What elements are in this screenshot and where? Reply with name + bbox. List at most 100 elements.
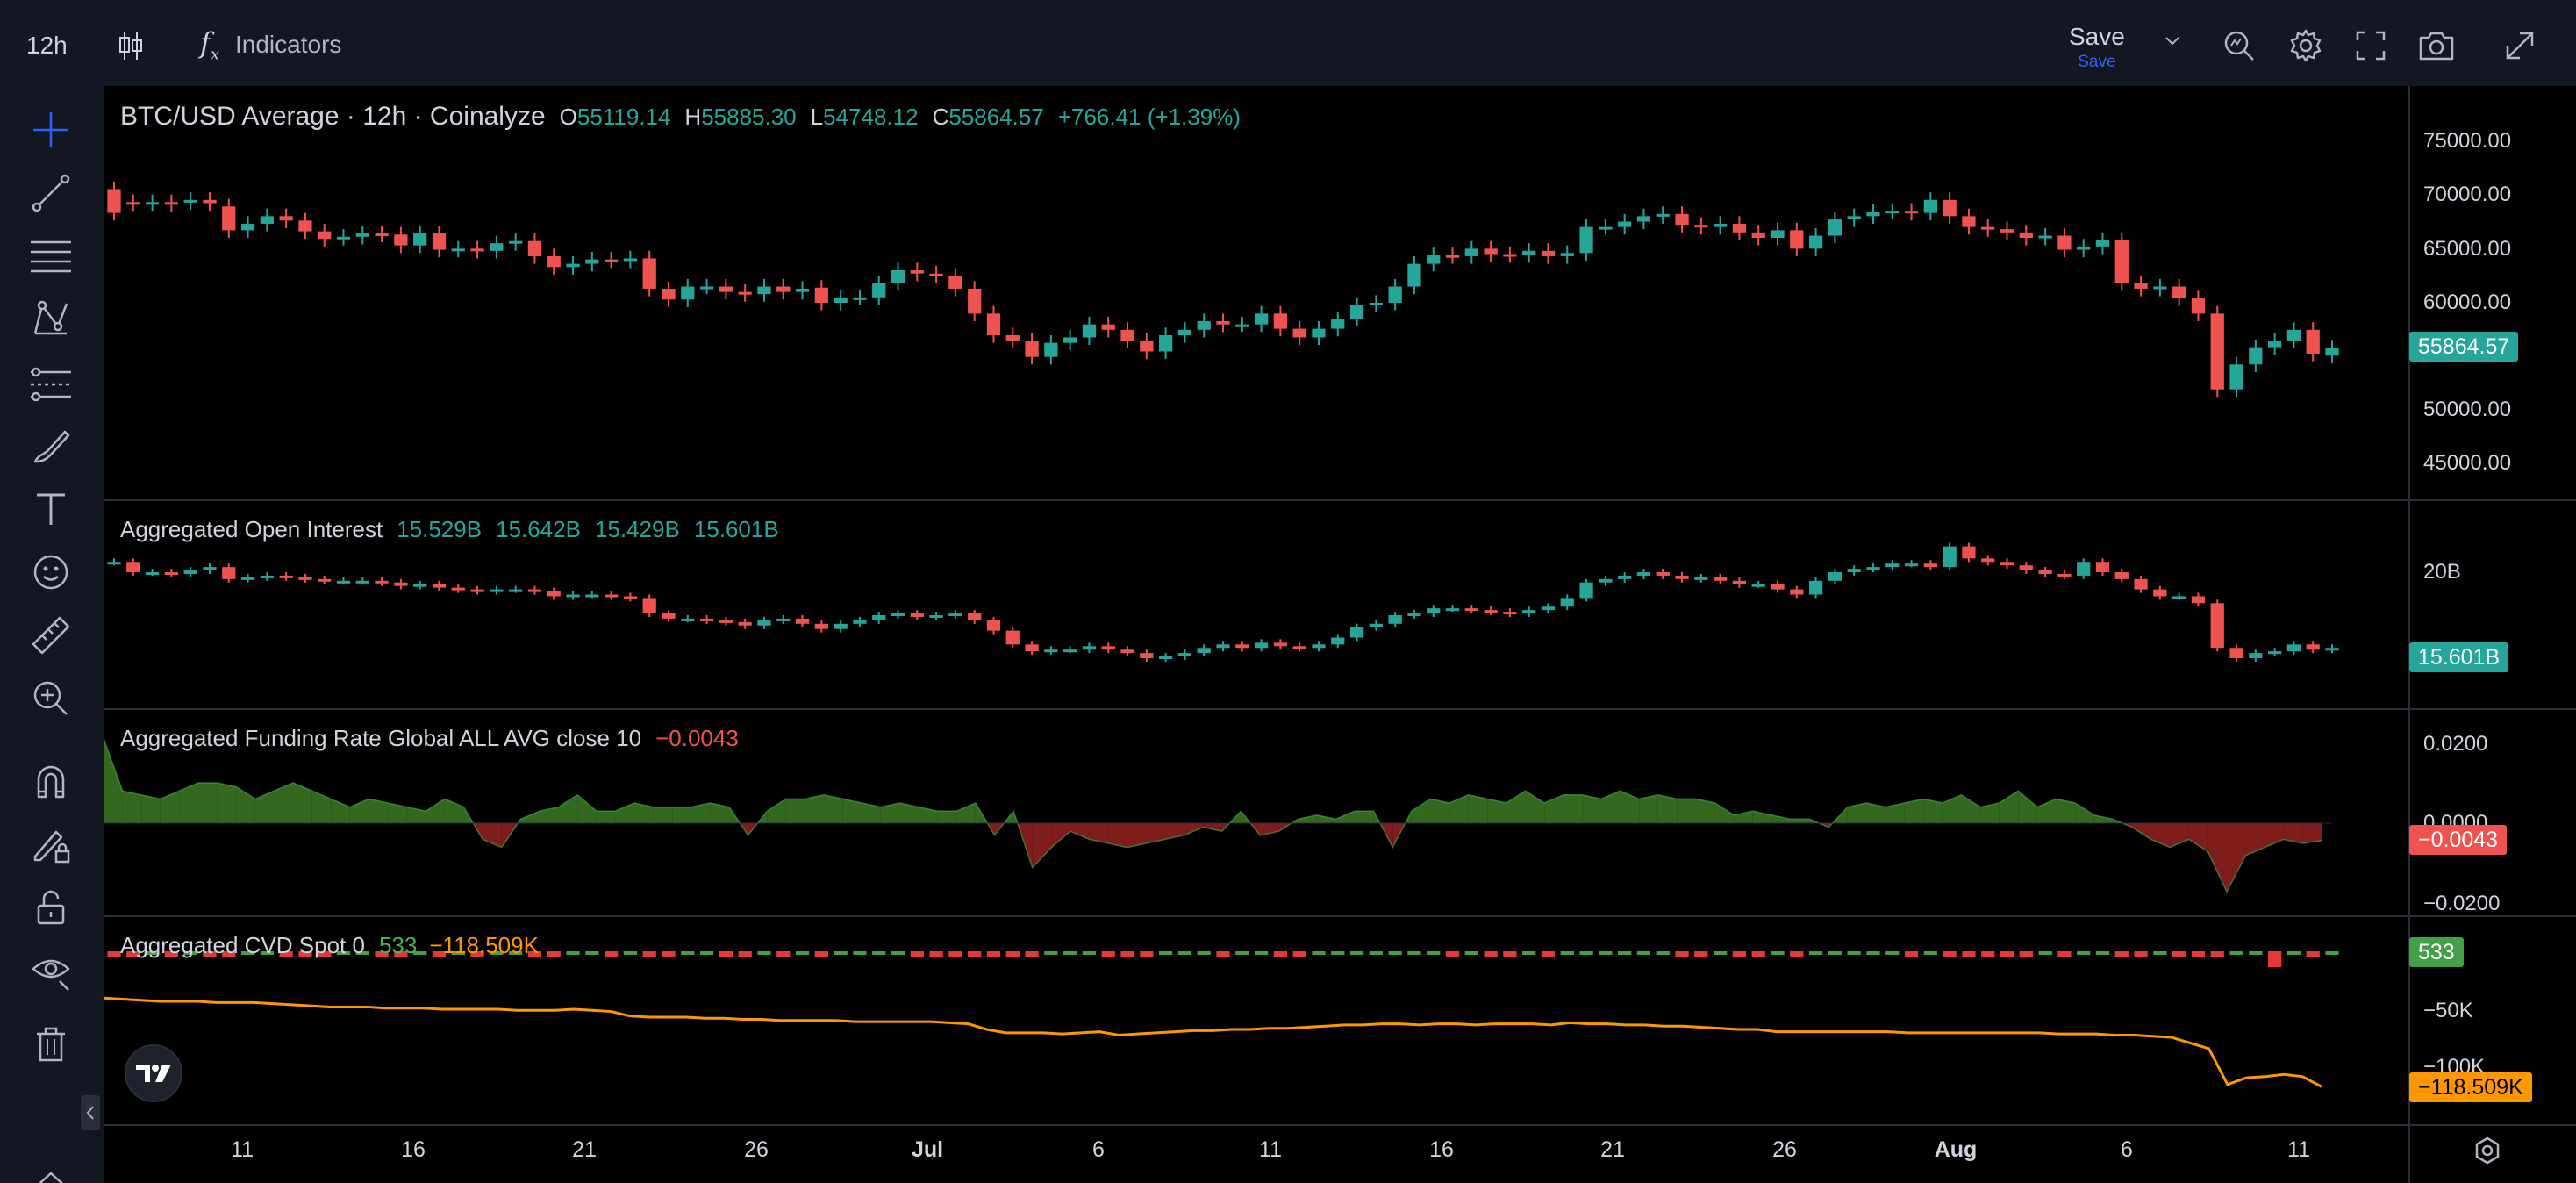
cvd-histogram-bar: [318, 951, 332, 957]
oi-candle-body: [699, 618, 714, 621]
settings-gear-icon[interactable]: [2288, 28, 2323, 63]
cvd-histogram-bar: [1694, 951, 1708, 957]
funding-area-segment: [1677, 799, 1696, 823]
cvd-histogram-bar: [738, 951, 752, 957]
cvd-histogram-bar: [1369, 951, 1383, 955]
oi-last-tag: 15.601B: [2409, 642, 2509, 672]
x-axis-label: 21: [1600, 1137, 1625, 1162]
open-value: 55119.14: [576, 104, 671, 130]
fullscreen-icon[interactable]: [2355, 30, 2386, 61]
candle-body: [107, 189, 121, 213]
oi-candle-body: [2229, 648, 2243, 658]
funding-area-segment: [805, 794, 825, 823]
funding-area-segment: [785, 799, 805, 823]
oi-candle-body: [1101, 646, 1115, 650]
cvd-histogram-bar: [1292, 951, 1306, 957]
funding-area-segment: [2093, 814, 2114, 823]
funding-area-segment: [1298, 814, 1317, 823]
emoji-icon[interactable]: [26, 548, 75, 597]
ruler-icon[interactable]: [26, 611, 75, 660]
quick-search-icon[interactable]: [2222, 28, 2257, 63]
cvd-histogram-bar: [490, 951, 504, 955]
oi-candle-body: [719, 620, 733, 623]
funding-pane-title[interactable]: Aggregated Funding Rate Global ALL AVG c…: [120, 725, 642, 751]
cvd-histogram-bar: [1197, 951, 1211, 955]
oi-candle-body: [1140, 653, 1154, 658]
fib-lines-icon[interactable]: [26, 232, 75, 281]
candle-body: [1464, 248, 1478, 256]
funding-area-segment: [672, 807, 691, 823]
oi-candle-body: [604, 594, 619, 598]
cvd-histogram-bar: [1981, 951, 1995, 957]
cvd-histogram-bar: [2191, 951, 2206, 957]
cvd-histogram-bar: [413, 951, 427, 955]
indicators-button[interactable]: fx Indicators: [200, 26, 341, 63]
cvd-histogram-bar: [1407, 951, 1421, 955]
cvd-legend: Aggregated CVD Spot 0 533 −118.509K: [120, 932, 539, 959]
oi-candle-body: [1790, 589, 1804, 595]
cvd-histogram-bar: [1636, 951, 1651, 955]
cvd-pane-title[interactable]: Aggregated CVD Spot 0: [120, 932, 365, 958]
oi-candle-body: [1694, 577, 1708, 580]
candle-body: [1675, 213, 1689, 226]
eye-icon[interactable]: [26, 946, 75, 995]
candle-body: [1484, 248, 1498, 255]
cvd-histogram-bar: [183, 951, 197, 955]
funding-area-segment: [160, 791, 180, 823]
camera-icon[interactable]: [2418, 30, 2455, 61]
oi-candle-body: [1771, 584, 1785, 590]
funding-area-segment: [1146, 823, 1165, 843]
chevron-down-icon[interactable]: [2164, 35, 2181, 47]
candle-body: [1044, 342, 1058, 357]
tradingview-logo[interactable]: [125, 1044, 182, 1102]
lock-drawing-icon[interactable]: [26, 820, 75, 869]
cvd-histogram-bar: [585, 951, 599, 955]
forecast-icon[interactable]: [26, 358, 75, 407]
collapse-sidebar-icon[interactable]: [81, 1095, 100, 1130]
trading-panel-icon[interactable]: [2504, 30, 2536, 61]
funding-value: −0.0043: [655, 725, 739, 751]
oi-candle-body: [2306, 644, 2320, 650]
brush-icon[interactable]: [26, 421, 75, 470]
candle-body: [2210, 313, 2224, 390]
funding-area-segment: [880, 803, 900, 823]
funding-area-segment: [691, 803, 711, 823]
oi-candle-body: [1177, 653, 1192, 657]
crosshair-icon[interactable]: [26, 105, 75, 154]
funding-area-segment: [236, 786, 255, 823]
candle-body: [1331, 319, 1345, 329]
magnet-icon[interactable]: [26, 756, 75, 806]
save-button[interactable]: Save Save: [2069, 23, 2125, 72]
candle-body: [1732, 223, 1747, 233]
funding-area-segment: [1942, 794, 1962, 823]
unlock-icon[interactable]: [26, 883, 75, 932]
chart-style-icon[interactable]: [118, 30, 144, 61]
oi-candle-body: [1599, 578, 1613, 583]
funding-area-segment: [956, 803, 976, 823]
chart-settings-icon[interactable]: [2472, 1136, 2502, 1170]
funding-area-segment: [1203, 823, 1222, 832]
funding-area-segment: [1164, 823, 1184, 840]
price-axis-label: 50000.00: [2423, 398, 2512, 421]
oi-candle-body: [2172, 596, 2186, 599]
chart-canvas[interactable]: [104, 86, 2576, 1183]
oi-pane-title[interactable]: Aggregated Open Interest: [120, 516, 383, 542]
funding-area-segment: [1961, 794, 1981, 823]
text-icon[interactable]: [26, 484, 75, 534]
trend-line-icon[interactable]: [26, 168, 75, 218]
oi-candle-body: [1369, 623, 1383, 627]
cvd-histogram-bar: [222, 951, 236, 957]
funding-area-segment: [463, 807, 474, 823]
trash-icon[interactable]: [26, 1020, 75, 1069]
candle-body: [375, 233, 389, 237]
function-icon: fx: [200, 26, 219, 64]
show-objects-icon[interactable]: [26, 1157, 75, 1183]
price-pane-title[interactable]: BTC/USD Average · 12h · Coinalyze: [120, 102, 546, 131]
oi-candle-body: [585, 594, 599, 598]
interval-button[interactable]: 12h: [26, 32, 68, 60]
chart-area[interactable]: BTC/USD Average · 12h · Coinalyze O 5511…: [104, 86, 2576, 1183]
zoom-in-icon[interactable]: [26, 674, 75, 723]
oi-candle-body: [681, 618, 695, 621]
pattern-icon[interactable]: [26, 295, 75, 344]
candle-body: [2077, 246, 2091, 250]
